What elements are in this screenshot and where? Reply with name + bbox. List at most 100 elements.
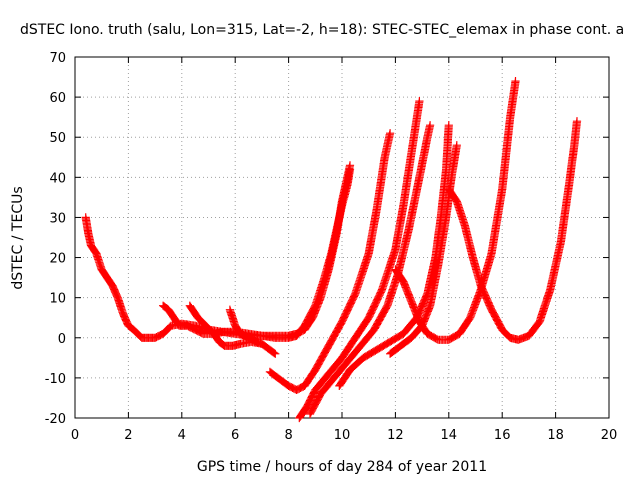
data-point-markers	[345, 354, 367, 374]
data-point-markers	[337, 291, 359, 326]
data-point-markers	[351, 250, 373, 298]
data-point-markers	[364, 206, 381, 258]
y-tick-label: 30	[49, 211, 66, 226]
data-point-markers	[444, 185, 461, 205]
data-point-markers	[295, 403, 311, 423]
data-point-markers	[447, 141, 461, 182]
data-point-markers	[442, 121, 453, 174]
data-point-markers	[372, 154, 389, 214]
series-arc-2	[159, 165, 355, 342]
data-point-markers	[252, 337, 266, 348]
series-arc-4	[225, 305, 266, 348]
series-arc-11	[444, 117, 582, 344]
y-axis-label: dSTEC / TECUs	[10, 186, 26, 289]
data-marks	[81, 77, 582, 423]
data-point-markers	[191, 325, 206, 338]
data-point-markers	[236, 329, 252, 342]
data-point-markers	[556, 182, 573, 246]
data-point-markers	[524, 318, 543, 340]
x-tick-label: 10	[334, 428, 351, 443]
x-tick-label: 4	[178, 428, 186, 443]
data-point-markers	[407, 97, 424, 158]
data-point-markers	[391, 202, 408, 254]
data-point-markers	[415, 134, 432, 182]
data-point-markers	[311, 343, 332, 374]
data-point-markers	[487, 186, 506, 258]
data-point-markers	[311, 370, 332, 394]
data-point-markers	[564, 142, 579, 190]
series-arc-9	[386, 141, 461, 358]
data-point-markers	[487, 305, 506, 333]
data-point-markers	[113, 293, 127, 317]
data-point-markers	[570, 117, 582, 150]
data-point-markers	[386, 342, 404, 358]
data-point-markers	[380, 129, 395, 162]
data-point-markers	[455, 314, 474, 338]
x-axis-label: GPS time / hours of day 284 of year 2011	[197, 459, 487, 475]
data-point-markers	[407, 297, 423, 325]
data-point-markers	[396, 334, 415, 350]
data-point-markers	[273, 373, 292, 390]
plot-frame	[74, 56, 610, 419]
data-point-markers	[265, 367, 281, 382]
data-point-markers	[292, 382, 308, 394]
series-arc-3	[185, 301, 280, 358]
data-point-markers	[359, 346, 380, 362]
y-tick-label: 10	[49, 292, 66, 307]
data-point-markers	[265, 345, 280, 358]
data-point-markers	[193, 313, 209, 329]
axis-ticks: 0 2 4 6 8 10 12 14 16 18 20 -20 -10 0 10 20 30 40 50 60 70	[45, 51, 618, 443]
data-point-markers	[102, 273, 116, 289]
y-tick-label: 40	[49, 171, 66, 186]
x-tick-label: 16	[494, 428, 511, 443]
data-point-markers	[185, 301, 202, 321]
data-point-markers	[324, 354, 346, 378]
x-tick-label: 20	[601, 428, 618, 443]
data-point-markers	[466, 287, 485, 322]
y-tick-label: -20	[45, 412, 66, 427]
data-point-markers	[351, 314, 372, 342]
data-point-markers	[159, 322, 175, 338]
data-point-markers	[169, 313, 183, 329]
data-point-markers	[225, 305, 239, 329]
x-tick-label: 12	[387, 428, 404, 443]
data-point-markers	[535, 287, 554, 326]
data-point-markers	[335, 367, 354, 390]
data-point-markers	[209, 329, 223, 345]
x-tick-label: 6	[231, 428, 239, 443]
data-point-markers	[399, 277, 415, 305]
data-point-markers	[391, 265, 407, 285]
data-point-markers	[311, 279, 327, 310]
data-point-markers	[327, 226, 341, 258]
data-point-markers	[292, 322, 308, 340]
data-point-markers	[399, 150, 416, 210]
data-point-markers	[468, 253, 485, 289]
y-tick-label: 0	[58, 332, 66, 347]
data-point-markers	[97, 265, 111, 281]
data-point-markers	[319, 250, 335, 286]
series-arc-5	[265, 129, 395, 394]
x-tick-label: 2	[124, 428, 132, 443]
data-point-markers	[476, 281, 495, 313]
data-point-markers	[81, 213, 93, 237]
data-point-markers	[92, 249, 106, 273]
data-point-markers	[201, 321, 217, 337]
data-point-markers	[300, 367, 319, 390]
data-point-markers	[369, 302, 391, 334]
data-point-markers	[129, 325, 145, 341]
x-tick-label: 0	[71, 428, 79, 443]
y-tick-label: 20	[49, 252, 66, 267]
y-tick-label: 50	[49, 131, 66, 146]
series-arc-10	[391, 77, 520, 344]
data-point-markers	[423, 121, 435, 142]
data-point-markers	[426, 263, 442, 310]
data-point-markers	[159, 301, 172, 313]
y-tick-label: -10	[45, 372, 66, 387]
data-point-markers	[337, 334, 359, 362]
data-point-markers	[356, 326, 378, 350]
data-point-markers	[257, 331, 278, 342]
x-tick-label: 8	[284, 428, 292, 443]
data-point-markers	[164, 305, 178, 321]
data-point-markers	[215, 337, 228, 350]
